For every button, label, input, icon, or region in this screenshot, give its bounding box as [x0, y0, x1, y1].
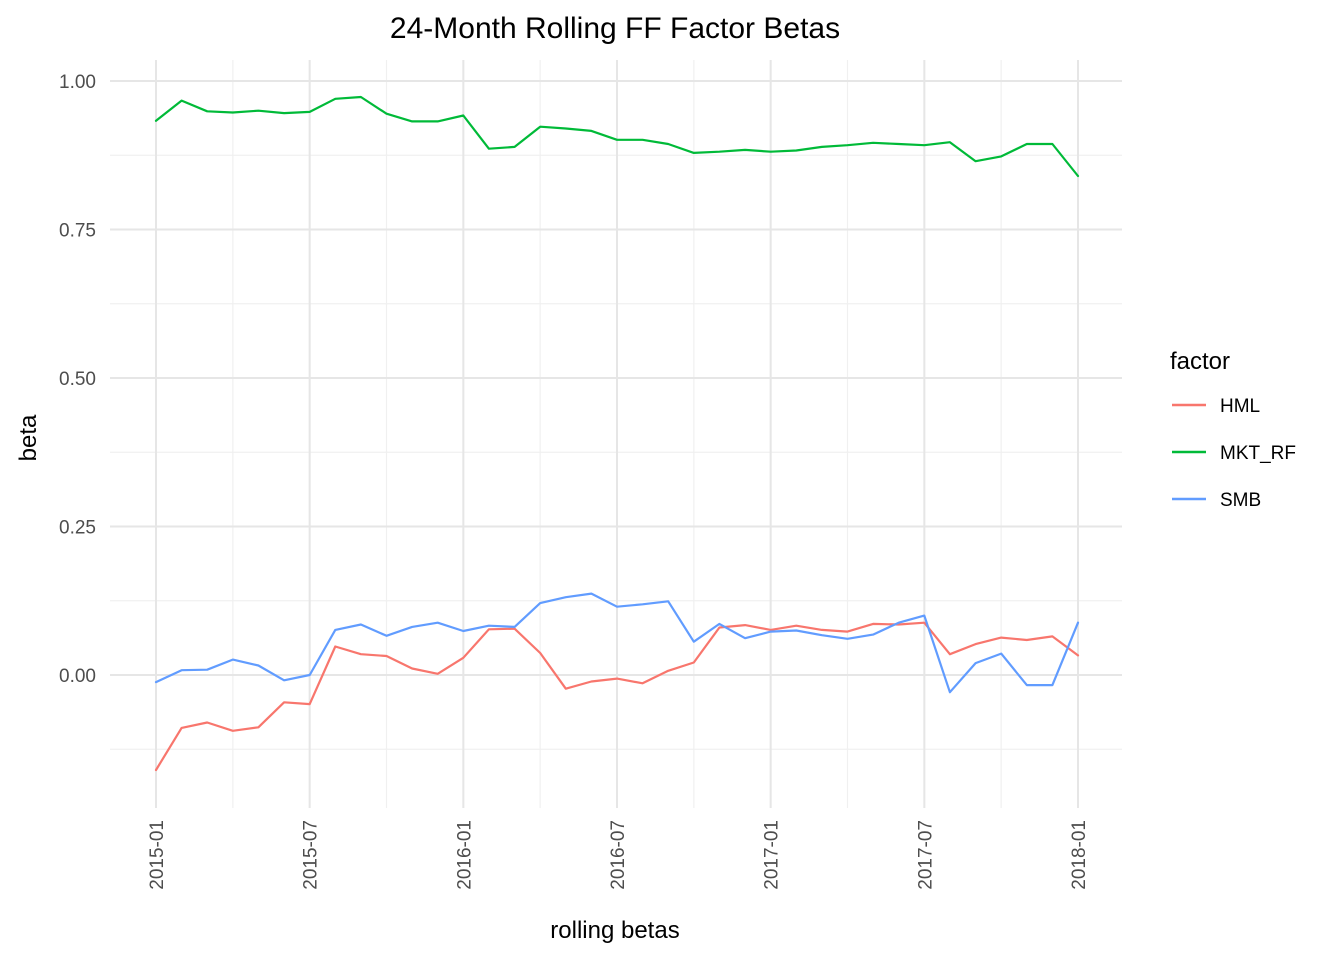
y-tick-label: 0.00: [59, 666, 96, 687]
legend-label-hml: HML: [1220, 396, 1260, 417]
x-tick-label: 2018-01: [1069, 820, 1090, 890]
x-tick-labels: 2015-01 2015-07 2016-01 2016-07 2017-01 2017-…: [147, 820, 1090, 890]
x-tick-label: 2017-07: [915, 820, 936, 890]
legend-title: factor: [1170, 348, 1230, 375]
legend-label-smb: SMB: [1220, 490, 1261, 511]
y-tick-label: 0.25: [59, 518, 96, 539]
y-tick-labels: 0.00 0.25 0.50 0.75 1.00: [59, 72, 96, 687]
legend: factor HML MKT_RF SMB: [1170, 348, 1296, 511]
x-tick-label: 2016-07: [608, 820, 629, 890]
y-tick-label: 1.00: [59, 72, 96, 93]
chart-title: 24-Month Rolling FF Factor Betas: [390, 12, 840, 45]
x-axis-title: rolling betas: [550, 917, 679, 944]
series-line-mkt-rf: [154, 95, 1080, 178]
y-tick-label: 0.75: [59, 221, 96, 242]
series-line-smb: [154, 592, 1080, 694]
x-tick-label: 2015-01: [147, 820, 168, 890]
y-axis-title: beta: [15, 414, 42, 461]
grid-lines: [110, 60, 1122, 808]
series-line-hml: [154, 621, 1080, 772]
series-lines: [154, 95, 1080, 772]
x-tick-label: 2017-01: [762, 820, 783, 890]
x-tick-label: 2016-01: [454, 820, 475, 890]
legend-label-mkt-rf: MKT_RF: [1220, 443, 1296, 464]
x-tick-label: 2015-07: [301, 820, 322, 890]
legend-items: HML MKT_RF SMB: [1172, 396, 1296, 511]
y-tick-label: 0.50: [59, 369, 96, 390]
